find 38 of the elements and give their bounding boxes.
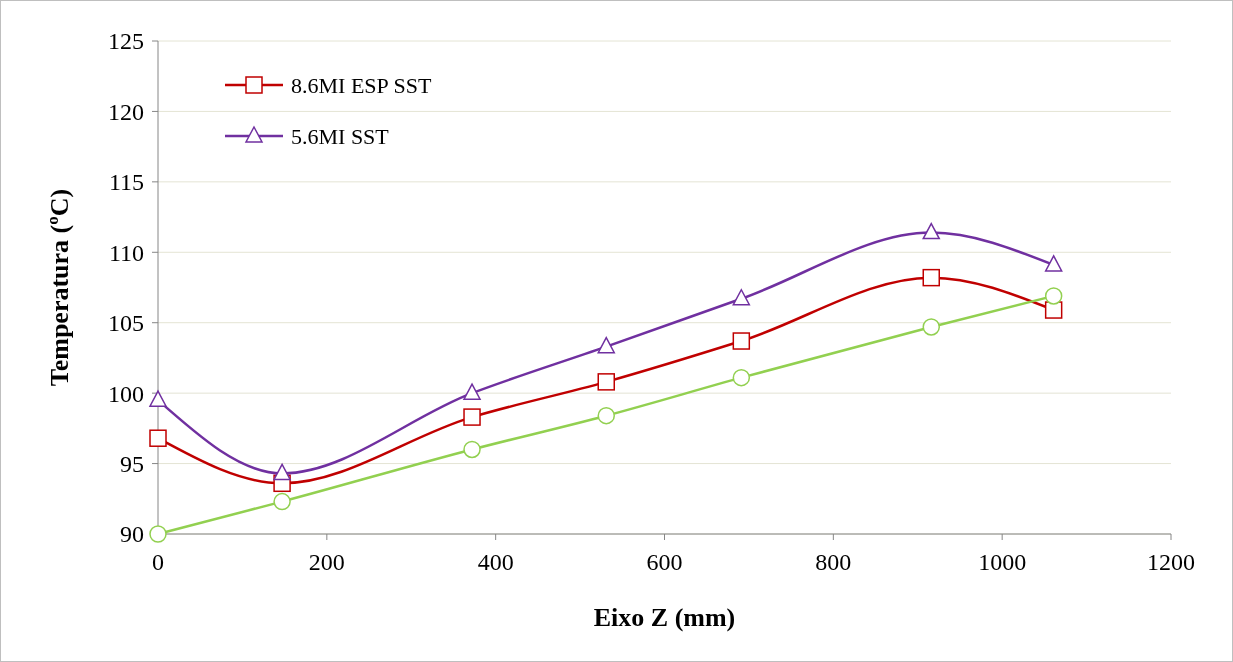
point <box>732 332 751 350</box>
point <box>922 222 941 240</box>
x-tick-label: 400 <box>477 549 514 575</box>
point <box>149 525 167 543</box>
y-tick-label: 100 <box>108 380 144 407</box>
x-tick-label: 200 <box>308 549 345 575</box>
y-tick-label: 110 <box>108 239 144 266</box>
point <box>1044 287 1063 305</box>
x-tick-label: 600 <box>646 549 683 575</box>
legend-label: 8.6MI ESP SST <box>291 72 432 98</box>
x-tick-label: 800 <box>815 549 852 575</box>
y-tick-label: 95 <box>120 450 144 477</box>
y-tick-label: 125 <box>108 28 144 55</box>
point <box>149 390 167 407</box>
point <box>273 463 291 481</box>
point <box>732 368 751 387</box>
x-tick-label: 1200 <box>1147 549 1195 575</box>
x-axis-title: Eixo Z (mm) <box>593 603 736 632</box>
point <box>463 383 481 400</box>
point <box>463 440 481 459</box>
point <box>922 318 941 336</box>
point <box>463 408 481 426</box>
y-tick-label: 90 <box>120 521 144 548</box>
legend-label: 5.6MI SST <box>291 123 390 149</box>
point <box>597 373 615 391</box>
point <box>149 429 167 447</box>
point <box>597 336 615 354</box>
point <box>922 268 941 287</box>
point <box>597 406 615 425</box>
point <box>732 289 751 306</box>
x-tick-label: 0 <box>152 549 164 575</box>
point <box>273 492 291 511</box>
y-tick-label: 120 <box>108 98 144 125</box>
y-axis-title: Temperatura (ºC) <box>45 188 74 387</box>
y-tick-label: 105 <box>108 310 144 337</box>
x-tick-label: 1000 <box>978 549 1027 575</box>
point <box>1044 255 1063 272</box>
y-tick-label: 115 <box>108 169 144 196</box>
